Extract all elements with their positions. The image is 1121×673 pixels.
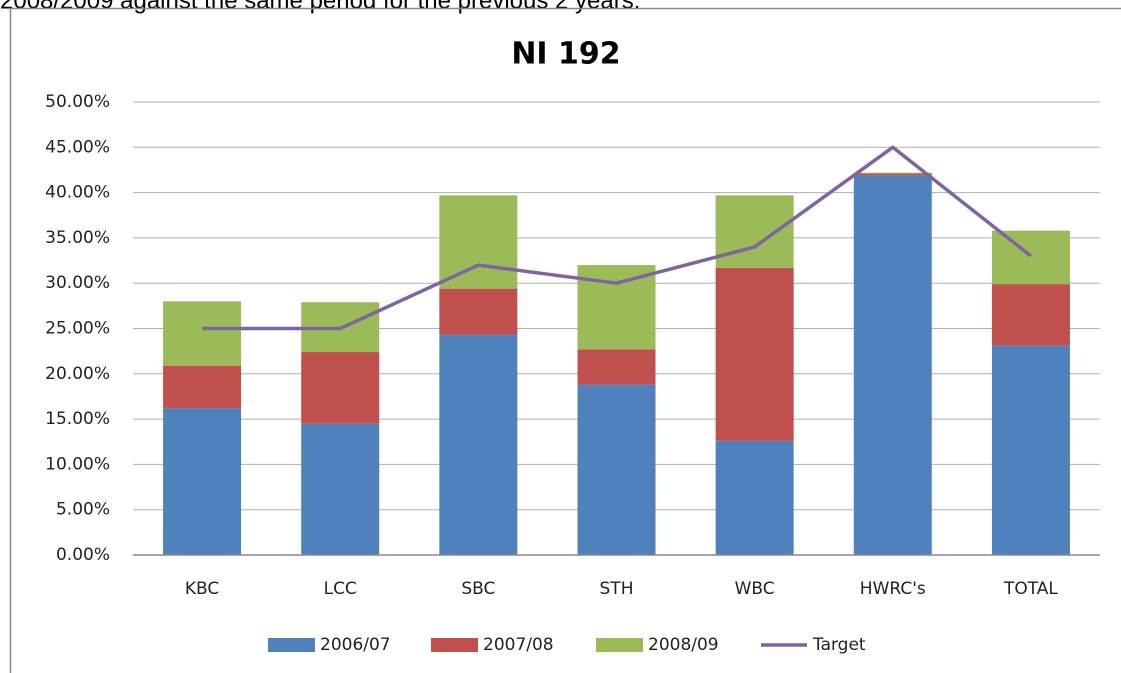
bar-segment bbox=[163, 408, 242, 555]
bar-segment bbox=[301, 352, 380, 424]
bar-segment bbox=[853, 172, 932, 174]
x-tick-label: KBC bbox=[185, 579, 219, 599]
x-tick-label: STH bbox=[600, 579, 634, 599]
y-tick-label: 20.00% bbox=[45, 364, 110, 384]
legend-label: 2007/08 bbox=[483, 635, 554, 655]
bar-segment bbox=[853, 173, 932, 176]
bar-segment bbox=[439, 334, 518, 555]
y-tick-label: 15.00% bbox=[45, 409, 110, 429]
bar-segment bbox=[853, 175, 932, 556]
caption: 2008/2009 against the same period for th… bbox=[0, 0, 640, 14]
bar-segment bbox=[991, 284, 1070, 346]
y-tick-label: 30.00% bbox=[45, 273, 110, 293]
x-tick-label: WBC bbox=[735, 579, 775, 599]
bar-segment bbox=[439, 288, 518, 335]
y-tick-label: 10.00% bbox=[45, 454, 110, 474]
target-line bbox=[202, 145, 1033, 331]
bar-segment bbox=[163, 365, 242, 409]
legend-swatch bbox=[431, 638, 478, 652]
bar-segment bbox=[577, 384, 656, 555]
bar-segment bbox=[715, 195, 794, 268]
bar-segment bbox=[715, 267, 794, 441]
x-tick-label: TOTAL bbox=[1003, 579, 1058, 599]
y-tick-label: 35.00% bbox=[45, 228, 110, 248]
y-tick-label: 40.00% bbox=[45, 183, 110, 203]
x-tick-label: LCC bbox=[324, 579, 357, 599]
chart-border bbox=[9, 7, 1121, 673]
bar-segment bbox=[991, 345, 1070, 555]
y-tick-label: 45.00% bbox=[45, 137, 110, 157]
x-tick-label: HWRC's bbox=[860, 579, 926, 599]
legend-label: 2008/09 bbox=[648, 635, 719, 655]
bar-segment bbox=[163, 301, 242, 366]
y-tick-label: 50.00% bbox=[45, 92, 110, 112]
bar-segment bbox=[301, 423, 380, 555]
bar-segment bbox=[991, 230, 1070, 285]
y-tick-label: 25.00% bbox=[45, 319, 110, 339]
x-tick-label: SBC bbox=[461, 579, 495, 599]
legend-swatch bbox=[596, 638, 643, 652]
chart-title: NI 192 bbox=[511, 37, 620, 72]
y-tick-label: 5.00% bbox=[56, 500, 110, 520]
y-tick-label: 0.00% bbox=[56, 545, 110, 565]
bar-segment bbox=[715, 440, 794, 555]
bar-segment bbox=[439, 195, 518, 289]
legend-label: Target bbox=[812, 635, 866, 655]
bar-segment bbox=[577, 349, 656, 385]
legend-swatch bbox=[268, 638, 315, 652]
legend-label: 2006/07 bbox=[320, 635, 391, 655]
